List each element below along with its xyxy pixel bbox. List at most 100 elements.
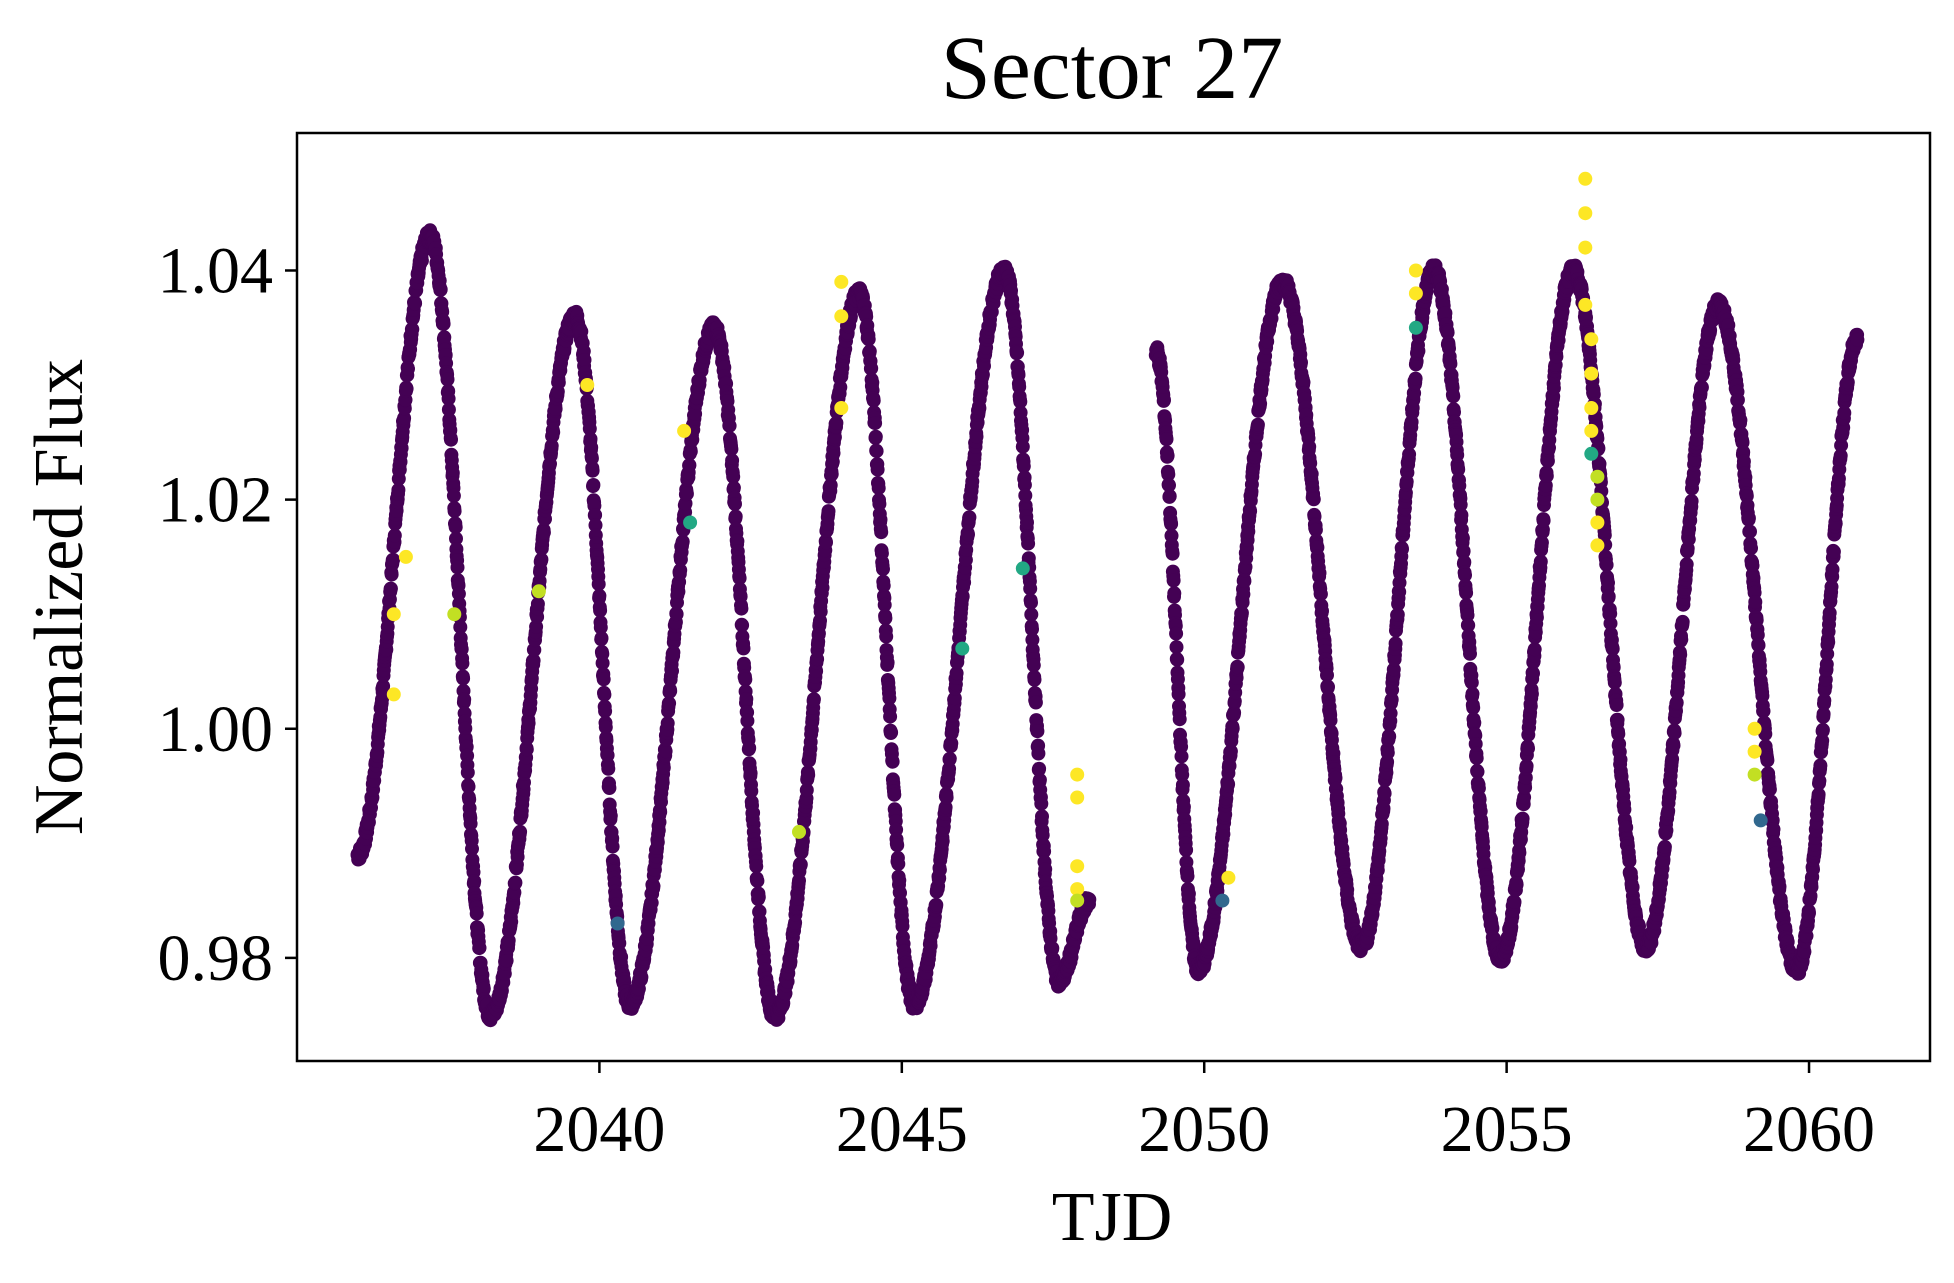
outlier-point [1584, 401, 1599, 415]
flux-point [467, 874, 482, 889]
flux-point [1388, 636, 1403, 651]
flux-point [1161, 467, 1176, 482]
flux-point [436, 316, 451, 331]
flux-point [1234, 605, 1249, 620]
flux-point [1454, 508, 1469, 523]
flux-point [1340, 882, 1355, 897]
flux-point [1241, 524, 1256, 539]
flux-point [739, 692, 754, 706]
flux-point [1529, 610, 1544, 625]
outlier-point [1590, 538, 1605, 553]
flux-point [1599, 557, 1614, 572]
outlier-point [1584, 332, 1599, 347]
flux-point [1294, 355, 1308, 370]
flux-point [1328, 770, 1343, 785]
flux-point [1802, 906, 1816, 920]
flux-point [1613, 752, 1628, 767]
flux-point [656, 760, 671, 775]
flux-point [1536, 513, 1551, 528]
flux-point [1760, 753, 1775, 768]
flux-point [596, 672, 611, 687]
flux-point [1694, 380, 1709, 395]
outlier-point [1747, 767, 1762, 782]
flux-point [1766, 822, 1781, 837]
flux-point [734, 601, 749, 616]
outlier-point [1578, 171, 1593, 186]
flux-point [1464, 675, 1479, 690]
flux-point [1045, 941, 1060, 956]
flux-point [612, 936, 627, 951]
flux-point [453, 620, 468, 635]
flux-point [939, 790, 954, 805]
outlier-point [447, 607, 462, 622]
flux-point [682, 458, 697, 473]
flux-point [588, 518, 603, 533]
x-tick-label: 2040 [533, 1093, 665, 1166]
flux-point [1016, 459, 1031, 474]
flux-point [461, 779, 476, 794]
flux-point [736, 641, 751, 656]
flux-point [879, 629, 894, 644]
flux-point [1741, 511, 1756, 526]
flux-point [743, 766, 758, 781]
flux-point [1675, 614, 1690, 629]
flux-point [660, 716, 675, 731]
flux-point [588, 508, 603, 522]
flux-point [513, 824, 528, 839]
flux-point [1323, 713, 1338, 728]
flux-point [1038, 862, 1053, 877]
flux-point [1673, 647, 1688, 662]
flux-point [1186, 938, 1201, 953]
flux-point [799, 783, 814, 798]
flux-point [977, 359, 991, 373]
flux-point [666, 645, 681, 660]
flux-point [1748, 595, 1763, 609]
flux-point [601, 761, 616, 776]
flux-point [1030, 724, 1045, 739]
flux-point [823, 478, 838, 493]
outlier-point [580, 378, 595, 392]
flux-point [510, 849, 525, 864]
outlier-point [1747, 744, 1762, 759]
flux-point [634, 970, 649, 985]
flux-point [450, 560, 465, 575]
flux-point [675, 534, 690, 549]
flux-point [1377, 786, 1392, 801]
flux-point [447, 504, 462, 519]
flux-point [460, 765, 475, 780]
flux-point [751, 890, 766, 905]
flux-point [605, 839, 620, 854]
flux-point [1236, 587, 1251, 602]
flux-point [1605, 641, 1620, 656]
outlier-point [1578, 297, 1593, 312]
chart-title: Sector 27 [941, 19, 1283, 118]
flux-point [735, 618, 750, 633]
flux-point [595, 656, 610, 671]
outlier-point [386, 607, 401, 622]
flux-point [1744, 541, 1758, 556]
flux-point [935, 834, 950, 849]
flux-point [1457, 555, 1472, 570]
flux-point [592, 588, 607, 603]
flux-point [449, 531, 463, 546]
flux-point [1023, 581, 1038, 596]
flux-point [1237, 574, 1252, 589]
flux-point [878, 611, 893, 626]
flux-point [1025, 622, 1039, 637]
x-axis: 2040 2045 2050 2055 2060 [533, 1061, 1875, 1166]
flux-point [1533, 554, 1548, 569]
flux-point [669, 607, 684, 622]
flux-point [1825, 562, 1840, 577]
flux-point [1035, 809, 1049, 824]
flux-point [1165, 546, 1180, 561]
flux-point [1253, 396, 1268, 411]
flux-point [1250, 417, 1265, 432]
flux-point [1017, 477, 1032, 492]
flux-point [679, 486, 694, 501]
flux-point [1162, 489, 1177, 504]
flux-point [1164, 517, 1179, 531]
flux-point [1607, 675, 1622, 690]
flux-point [663, 684, 678, 698]
y-axis-label: Normalized Flux [21, 359, 98, 835]
flux-point [868, 416, 883, 431]
